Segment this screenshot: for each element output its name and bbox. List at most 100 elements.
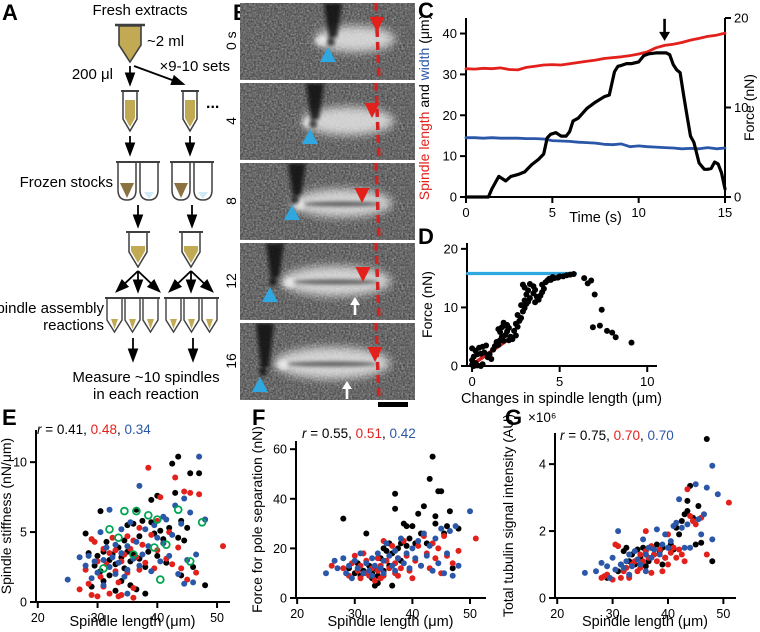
data-point — [678, 524, 685, 531]
data-point — [623, 558, 630, 565]
data-point — [127, 519, 134, 526]
x-tick-label: 40 — [150, 611, 164, 625]
y-tick-label: 0 — [539, 592, 546, 606]
data-point — [606, 574, 613, 581]
y-tick-label: 0 — [450, 190, 457, 205]
data-point — [190, 579, 197, 586]
data-point — [340, 565, 347, 572]
series-force-points — [469, 271, 635, 369]
event-arrow-icon — [659, 18, 671, 41]
data-point — [380, 557, 387, 564]
x-tick-label: 20 — [31, 611, 45, 625]
micropipette-shadow — [288, 163, 306, 197]
data-point — [118, 592, 125, 598]
red-arrowhead-icon — [369, 17, 385, 32]
data-point — [354, 565, 361, 572]
data-point — [709, 536, 716, 543]
data-point — [85, 552, 92, 559]
chart-g-mount: 20 30 40 50 0 2 4 Spindle length (μm) Total tubu… — [500, 405, 760, 632]
blue-arrowhead-icon — [252, 377, 268, 392]
x-tick-label: 15 — [718, 205, 732, 220]
data-point — [162, 540, 171, 550]
data-point — [637, 561, 644, 568]
data-point — [202, 582, 209, 589]
data-point — [438, 488, 445, 495]
series-spindle-width — [464, 136, 727, 151]
data-point — [351, 552, 358, 559]
data-point — [91, 538, 98, 545]
data-point — [483, 342, 490, 349]
data-point — [132, 506, 141, 516]
data-point — [532, 299, 539, 306]
panel-g-tubulin-intensity-chart: G 20 30 40 50 0 2 4 Spindle length (μm) Total tu… — [500, 405, 760, 632]
y-tick-label: 5 — [20, 526, 27, 540]
data-point — [357, 550, 364, 557]
y-tick-label: 40 — [443, 26, 457, 41]
volume-label: ~2 ml — [147, 33, 184, 50]
blue-arrowhead-icon — [320, 47, 336, 62]
data-point — [109, 554, 116, 561]
micropipette-shadow — [266, 243, 284, 279]
data-point — [511, 327, 518, 334]
data-point — [403, 523, 410, 530]
data-point — [181, 495, 188, 502]
data-point — [348, 575, 355, 582]
data-point — [166, 524, 173, 531]
y-tick-label: 4 — [539, 458, 546, 472]
data-point — [142, 526, 149, 533]
micrograph-frame — [240, 83, 415, 160]
data-point — [645, 544, 652, 551]
data-point — [99, 564, 108, 573]
data-point — [612, 334, 619, 341]
data-point — [684, 508, 691, 514]
data-point — [351, 557, 358, 564]
y2-tick-label: 0 — [734, 190, 741, 205]
y2-axis-label: Force (nN) — [741, 74, 757, 141]
data-point — [687, 513, 694, 519]
extract-tube-icon — [115, 23, 145, 64]
data-point — [609, 329, 616, 336]
data-point — [444, 523, 450, 530]
data-point — [479, 361, 486, 368]
reaction-tubes-icon — [105, 297, 219, 334]
data-point — [604, 327, 610, 334]
data-point — [637, 551, 644, 558]
data-point — [692, 481, 699, 488]
x-tick-label: 30 — [348, 607, 362, 621]
data-point — [148, 496, 155, 503]
data-point — [340, 555, 347, 562]
data-point — [380, 570, 387, 577]
data-point — [133, 538, 140, 545]
data-point — [389, 542, 396, 549]
arrow-diagonal-icon — [133, 65, 186, 86]
series-blue-reactions — [323, 508, 473, 582]
data-point — [488, 356, 495, 362]
data-point — [426, 475, 433, 482]
data-point — [193, 551, 200, 558]
data-point — [374, 550, 381, 557]
frozen-stock-tubes-icon — [116, 161, 214, 201]
micrograph-image — [240, 243, 415, 320]
data-point — [455, 547, 462, 554]
data-point — [598, 306, 605, 313]
data-point — [392, 547, 399, 554]
data-point — [432, 535, 439, 542]
data-point — [88, 592, 95, 598]
data-point — [415, 538, 422, 544]
assembly-label-line2: reactions — [43, 317, 104, 334]
data-point — [604, 563, 611, 570]
data-point — [620, 564, 627, 571]
data-point — [698, 539, 705, 546]
data-point — [403, 550, 410, 557]
data-point — [392, 567, 399, 574]
series-green-open-circles — [99, 505, 207, 584]
data-point — [360, 570, 367, 577]
data-point — [642, 528, 649, 535]
micropipette-shadow — [256, 323, 274, 369]
x-tick-label: 40 — [661, 607, 675, 621]
data-point — [181, 537, 188, 544]
data-point — [363, 530, 370, 537]
data-point — [467, 508, 473, 515]
data-point — [150, 543, 159, 552]
